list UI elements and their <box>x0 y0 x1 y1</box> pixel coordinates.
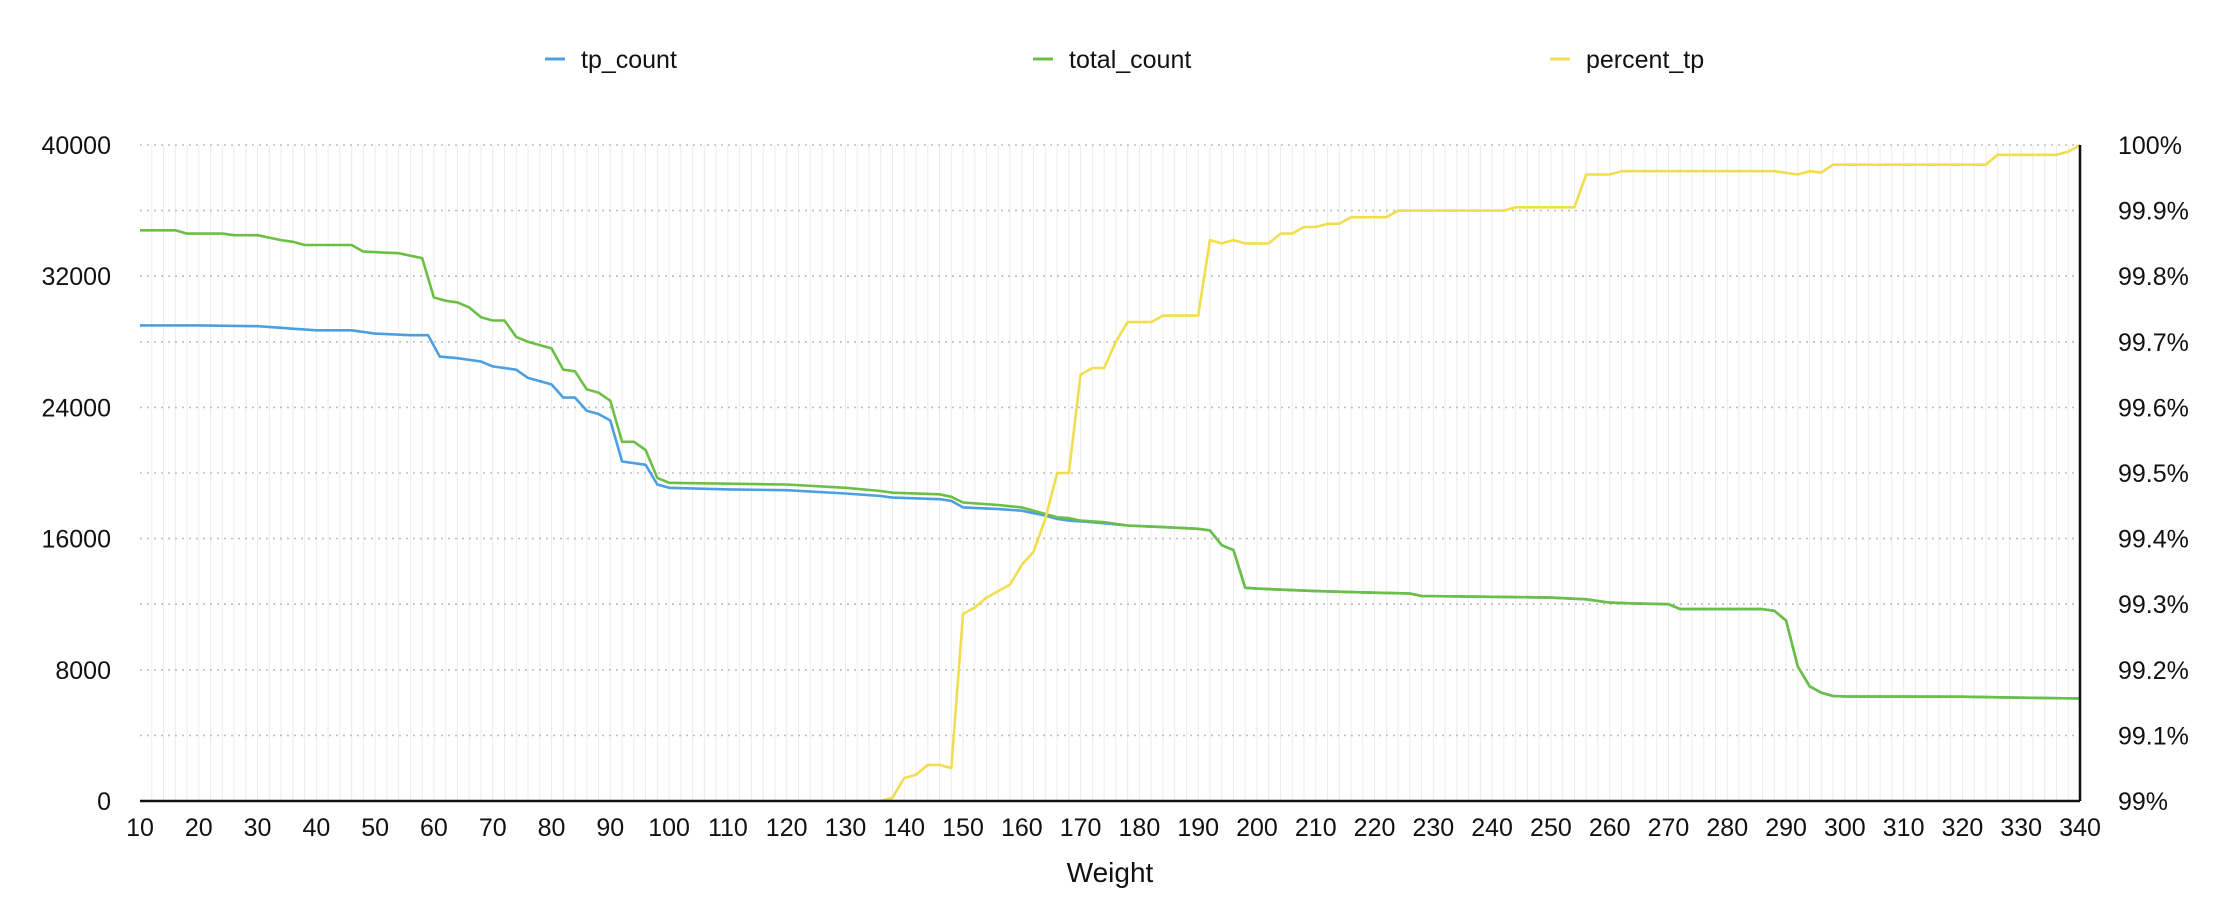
legend-item-percent-tp: percent_tp <box>1550 46 1704 74</box>
x-tick-label: 240 <box>1471 814 1513 842</box>
x-tick-label: 120 <box>766 814 808 842</box>
x-tick-label: 80 <box>538 814 566 842</box>
series-line-tp-count <box>140 324 2081 700</box>
y2-tick-label: 100% <box>2118 132 2182 160</box>
x-tick-label: 290 <box>1765 814 1807 842</box>
x-tick-label: 190 <box>1177 814 1219 842</box>
x-tick-label: 130 <box>825 814 867 842</box>
y2-tick-label: 99.9% <box>2118 198 2189 226</box>
x-tick-label: 140 <box>883 814 925 842</box>
x-tick-label: 270 <box>1648 814 1690 842</box>
x-tick-label: 220 <box>1354 814 1396 842</box>
series-lines <box>140 143 2081 803</box>
x-tick-label: 260 <box>1589 814 1631 842</box>
x-minor-gridlines <box>151 145 2069 801</box>
x-tick-label: 230 <box>1412 814 1454 842</box>
legend-label: total_count <box>1069 46 1191 74</box>
x-tick-label: 160 <box>1001 814 1043 842</box>
legend-item-tp-count: tp_count <box>545 46 677 74</box>
y2-tick-label: 99.5% <box>2118 460 2189 488</box>
legend: tp_count total_count percent_tp <box>545 46 1704 74</box>
y2-tick-label: 99.3% <box>2118 591 2189 619</box>
y-tick-label: 24000 <box>41 394 111 422</box>
x-tick-labels: 10 20 30 40 50 60 70 80 90 100 110 120 130 140 150 160 1… <box>126 814 2101 842</box>
axes <box>140 145 2082 803</box>
y2-tick-label: 99.1% <box>2118 722 2189 750</box>
x-tick-label: 170 <box>1060 814 1102 842</box>
x-tick-label: 210 <box>1295 814 1337 842</box>
x-tick-label: 110 <box>708 814 748 842</box>
y-tick-label: 0 <box>97 788 111 816</box>
x-tick-label: 50 <box>361 814 389 842</box>
y-tick-label: 32000 <box>41 263 111 291</box>
series-line-percent-tp <box>880 143 2081 803</box>
x-tick-label: 180 <box>1119 814 1161 842</box>
legend-item-total-count: total_count <box>1033 46 1191 74</box>
y2-tick-label: 99% <box>2118 788 2168 816</box>
y2-tick-label: 99.2% <box>2118 657 2189 685</box>
x-tick-label: 70 <box>479 814 507 842</box>
x-tick-label: 60 <box>420 814 448 842</box>
x-tick-label: 20 <box>185 814 213 842</box>
series-line-total-count <box>140 229 2081 700</box>
x-tick-label: 280 <box>1706 814 1748 842</box>
x-tick-label: 200 <box>1236 814 1278 842</box>
x-tick-label: 90 <box>596 814 624 842</box>
y-tick-labels: 0 8000 16000 24000 32000 40000 <box>41 132 111 816</box>
legend-label: percent_tp <box>1586 46 1704 74</box>
y2-tick-label: 99.7% <box>2118 329 2189 357</box>
x-tick-label: 40 <box>302 814 330 842</box>
y-gridlines <box>140 144 2080 737</box>
x-tick-label: 300 <box>1824 814 1866 842</box>
x-tick-label: 330 <box>2000 814 2042 842</box>
y2-tick-label: 99.4% <box>2118 526 2189 554</box>
y2-tick-labels: 99% 99.1% 99.2% 99.3% 99.4% 99.5% 99.6% 99.7% 99… <box>2118 132 2189 816</box>
x-tick-label: 320 <box>1942 814 1984 842</box>
x-tick-label: 30 <box>244 814 272 842</box>
y-tick-label: 40000 <box>41 132 111 160</box>
y2-tick-label: 99.6% <box>2118 394 2189 422</box>
x-tick-label: 100 <box>648 814 690 842</box>
x-axis-title: Weight <box>1067 857 1154 888</box>
legend-label: tp_count <box>581 46 677 74</box>
x-tick-label: 10 <box>126 814 154 842</box>
x-tick-label: 340 <box>2059 814 2101 842</box>
y2-tick-label: 99.8% <box>2118 263 2189 291</box>
y-tick-label: 16000 <box>41 526 111 554</box>
x-tick-label: 150 <box>942 814 984 842</box>
x-tick-label: 250 <box>1530 814 1572 842</box>
x-tick-label: 310 <box>1883 814 1925 842</box>
y-tick-label: 8000 <box>55 657 111 685</box>
